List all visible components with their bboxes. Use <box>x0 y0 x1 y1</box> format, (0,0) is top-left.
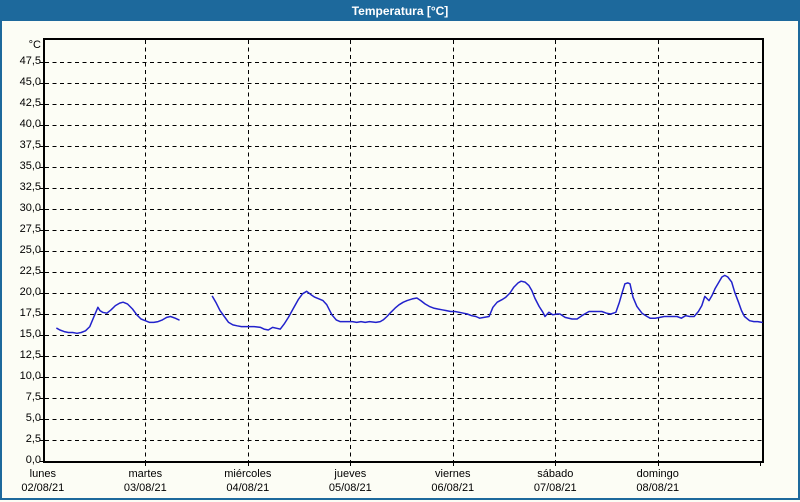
y-axis-tick-label: 17,5 <box>19 307 41 319</box>
y-axis-tick-label: 7,5 <box>25 391 41 403</box>
y-axis-tick-label: 45,0 <box>19 76 41 88</box>
y-axis-tick-label: 37,5 <box>19 139 41 151</box>
x-axis-day-name: domingo <box>636 468 679 480</box>
y-axis-tick-label: 42,5 <box>19 97 41 109</box>
x-axis-day-date: 06/08/21 <box>431 482 475 494</box>
plot-border <box>43 38 764 463</box>
y-axis-tick-label: 30,0 <box>19 202 41 214</box>
y-axis-unit-label: °C <box>28 39 41 51</box>
y-axis-tick-label: 2,5 <box>25 433 41 445</box>
x-axis-day-date: 05/08/21 <box>328 482 372 494</box>
y-axis-tick-label: 35,0 <box>19 160 41 172</box>
chart-title: Temperatura [°C] <box>351 4 449 18</box>
y-axis-tick-label: 12,5 <box>19 349 41 361</box>
y-axis-tick-label: 15,0 <box>19 328 41 340</box>
y-axis-tick-label: 5,0 <box>25 412 41 424</box>
x-axis-day-name: sábado <box>537 468 574 480</box>
y-axis-tick-label: 20,0 <box>19 286 41 298</box>
y-axis-tick-label: 0,0 <box>25 454 41 466</box>
x-axis-day-date: 07/08/21 <box>533 482 577 494</box>
y-axis-tick-label: 40,0 <box>19 118 41 130</box>
x-axis-day-name: lunes <box>29 468 56 480</box>
y-axis-tick-label: 27,5 <box>19 223 41 235</box>
x-axis-day-date: 03/08/21 <box>123 482 167 494</box>
x-axis-day-date: 04/08/21 <box>226 482 270 494</box>
x-axis-day-date: 02/08/21 <box>21 482 65 494</box>
x-axis-day-name: viernes <box>435 468 471 480</box>
y-axis-tick-label: 10,0 <box>19 370 41 382</box>
chart-title-bar: Temperatura [°C] <box>2 2 798 21</box>
y-axis-tick-label: 25,0 <box>19 244 41 256</box>
x-axis-day-name: miércoles <box>224 468 272 480</box>
y-axis-tick-label: 32,5 <box>19 181 41 193</box>
x-axis-day-date: 08/08/21 <box>636 482 680 494</box>
x-axis-day-name: jueves <box>334 468 367 480</box>
y-axis-tick-label: 22,5 <box>19 265 41 277</box>
temperature-line <box>211 274 763 331</box>
x-axis-day-name: martes <box>128 468 163 480</box>
y-axis-tick-label: 47,5 <box>19 55 41 67</box>
temperature-line <box>56 301 180 335</box>
